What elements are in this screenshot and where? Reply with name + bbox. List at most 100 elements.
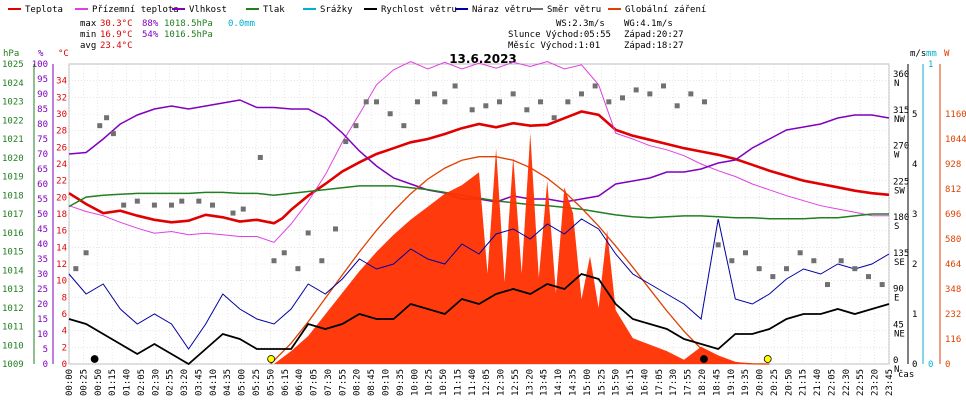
tick-wind-2: 2 — [912, 260, 917, 270]
axes-unit-labels: hPa % °C m/s mm W čas — [3, 49, 950, 380]
tick-humidity-3: 15 — [37, 315, 48, 325]
tick-rad-6: 696 — [945, 210, 961, 220]
tick-time-31: 12:55 — [511, 369, 521, 396]
dir-point-14 — [257, 154, 263, 160]
tick-humidity-15: 75 — [37, 135, 48, 145]
dir-point-54 — [784, 266, 789, 272]
tick-temp-17: 34 — [56, 77, 67, 87]
dir-point-25 — [387, 111, 393, 117]
dir-point-31 — [469, 107, 475, 113]
tick-time-22: 09:10 — [381, 369, 391, 396]
legend: Teplota Přízemní teplota Vlhkost Tlak Srážky… — [8, 5, 706, 15]
legend-label-1: Teplota — [25, 5, 63, 15]
tick-wind-4: 4 — [912, 160, 917, 170]
dir-point-48 — [702, 99, 707, 105]
dir-point-51 — [743, 250, 748, 256]
legend-label-8: Směr větru — [547, 5, 601, 15]
tick-time-38: 15:50 — [612, 369, 622, 396]
tick-time-34: 14:10 — [554, 369, 564, 396]
stat-max-rain: 0.0mm — [228, 19, 255, 29]
tick-time-39: 16:15 — [626, 369, 636, 396]
plot-area — [68, 60, 890, 366]
tick-rad-5: 580 — [945, 235, 961, 245]
tick-temp-6: 12 — [56, 260, 67, 270]
tick-rain-0: 0 — [928, 360, 933, 370]
marker-2 — [700, 355, 708, 363]
tick-time-24: 10:00 — [410, 369, 420, 396]
tick-humidity-4: 20 — [37, 300, 48, 310]
tick-time-8: 03:20 — [180, 369, 190, 396]
tick-temp-8: 16 — [56, 227, 67, 237]
dir-point-8 — [169, 202, 174, 208]
info-wg: WG:4.1m/s — [624, 19, 673, 29]
tick-time-49: 20:25 — [770, 369, 780, 396]
tick-time-28: 11:40 — [468, 369, 478, 396]
tick-dir-5: 225 — [893, 177, 909, 187]
tick-dir-0: 0 — [893, 356, 898, 366]
dir-point-9 — [179, 198, 185, 204]
dir-point-41 — [606, 99, 612, 105]
legend-label-2: Přízemní teplota — [92, 5, 179, 15]
dir-point-26 — [401, 123, 407, 129]
legend-label-4: Tlak — [263, 5, 285, 15]
tick-time-10: 04:10 — [209, 369, 219, 396]
dir-point-36 — [538, 99, 543, 105]
tick-rad-3: 348 — [945, 285, 961, 295]
dir-point-30 — [452, 83, 458, 89]
stats-panel: max 30.3°C 88% 1018.5hPa 0.0mm min 16.9°… — [80, 19, 255, 51]
tick-dir-name-8: N — [894, 79, 899, 89]
tick-time-54: 22:30 — [842, 369, 852, 396]
tick-temp-3: 6 — [62, 310, 67, 320]
dir-point-33 — [497, 99, 502, 105]
tick-wind-3: 3 — [912, 210, 917, 220]
tick-time-44: 18:20 — [698, 369, 708, 396]
tick-dir-4: 180 — [893, 213, 909, 223]
tick-rain-1: 1 — [928, 60, 933, 70]
tick-wind-0: 0 — [912, 360, 917, 370]
tick-temp-9: 18 — [56, 210, 67, 220]
dir-point-5 — [121, 202, 127, 208]
dir-point-35 — [524, 107, 530, 113]
stat-max-hum: 88% — [142, 19, 159, 29]
tick-time-14: 05:50 — [266, 369, 276, 396]
tick-time-9: 03:45 — [194, 369, 204, 396]
tick-rad-8: 928 — [945, 160, 961, 170]
stat-avg-temp: 23.4°C — [100, 41, 133, 51]
tick-rad-7: 812 — [945, 185, 961, 195]
tick-time-33: 13:45 — [540, 369, 550, 396]
tick-dir-name-1: NE — [894, 329, 905, 339]
dir-point-57 — [825, 282, 830, 288]
info-sun: Slunce Východ:05:55 — [508, 30, 611, 40]
tick-time-26: 10:50 — [439, 369, 449, 396]
stat-min-press: 1016.5hPa — [164, 30, 213, 40]
dir-point-42 — [620, 95, 625, 101]
dir-point-24 — [374, 99, 379, 105]
tick-time-36: 15:00 — [583, 369, 593, 396]
dir-point-6 — [134, 198, 140, 204]
tick-humidity-20: 100 — [32, 60, 48, 70]
dir-point-15 — [271, 258, 277, 264]
tick-pressure-9: 1018 — [2, 191, 24, 201]
stat-min-label: min — [80, 30, 96, 40]
tick-time-6: 02:30 — [151, 369, 161, 396]
dir-point-60 — [866, 274, 871, 280]
tick-time-4: 01:40 — [123, 369, 133, 396]
dir-point-18 — [305, 230, 311, 236]
tick-dir-name-0: N — [894, 365, 899, 375]
stat-max-press: 1018.5hPa — [164, 19, 213, 29]
series-line-0 — [68, 110, 890, 225]
tick-temp-16: 32 — [56, 93, 67, 103]
tick-humidity-5: 25 — [37, 285, 48, 295]
tick-temp-7: 14 — [56, 243, 67, 253]
dir-point-56 — [811, 258, 817, 264]
dir-point-44 — [647, 91, 653, 97]
tick-time-51: 21:15 — [799, 369, 809, 396]
tick-dir-7: 315 — [893, 106, 909, 116]
axis-unit-mm: mm — [926, 49, 937, 59]
dir-point-17 — [295, 266, 301, 272]
tick-rad-4: 464 — [945, 260, 961, 270]
series-line-7 — [68, 218, 890, 350]
tick-temp-1: 2 — [62, 343, 67, 353]
stat-min-temp: 16.9°C — [100, 30, 133, 40]
tick-time-20: 08:20 — [353, 369, 363, 396]
